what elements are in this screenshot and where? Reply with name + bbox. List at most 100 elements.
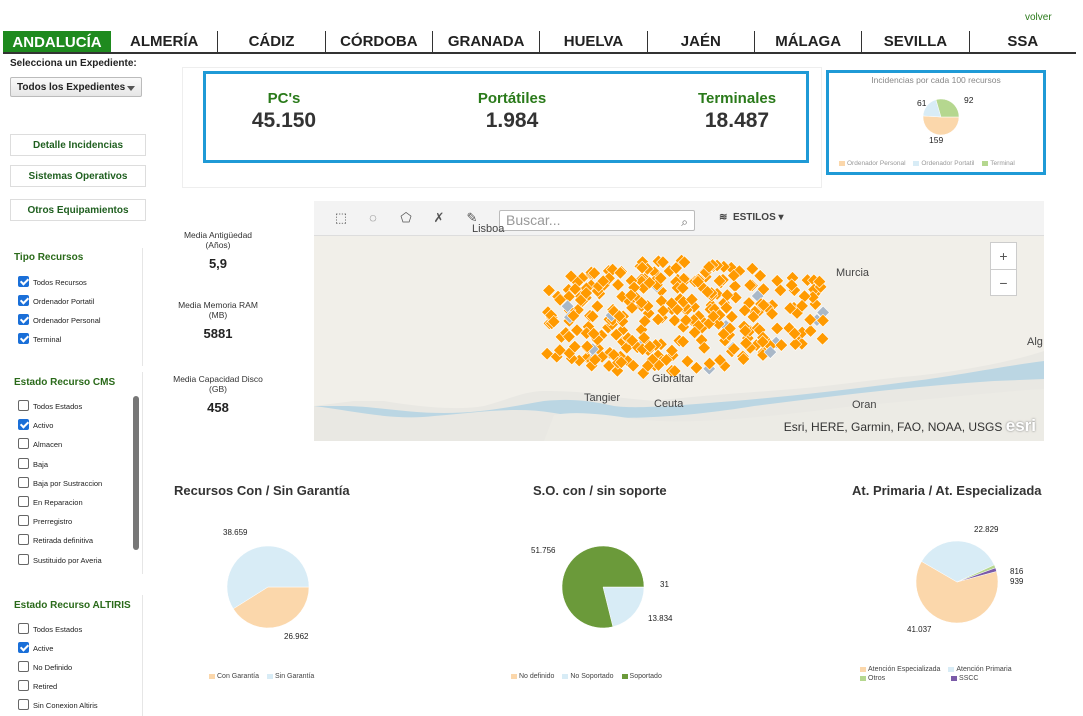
tab-cordoba[interactable]: CÓRDOBA bbox=[326, 31, 433, 52]
map-view[interactable]: ⬚ ◌ ⬠ ✗ ✎ Buscar... ⌕ ≋ ESTILOS ▾ + − Li… bbox=[314, 201, 1044, 441]
map-marker[interactable] bbox=[784, 278, 799, 293]
checkbox[interactable] bbox=[18, 314, 29, 325]
annotate-icon[interactable]: ✎ bbox=[466, 210, 478, 225]
map-marker[interactable] bbox=[641, 359, 655, 373]
checkbox-row[interactable]: Retired bbox=[18, 680, 57, 691]
map-marker[interactable] bbox=[697, 341, 711, 355]
map-marker[interactable] bbox=[542, 283, 556, 298]
map-marker[interactable] bbox=[613, 265, 628, 280]
map-marker[interactable] bbox=[680, 354, 695, 369]
map-marker[interactable] bbox=[720, 288, 735, 302]
map-marker[interactable] bbox=[725, 309, 739, 324]
map-marker[interactable] bbox=[770, 321, 784, 336]
checkbox[interactable] bbox=[18, 699, 29, 710]
map-marker[interactable] bbox=[738, 324, 753, 338]
tab-ssa[interactable]: SSA bbox=[1007, 33, 1039, 50]
tab-malaga[interactable]: MÁLAGA bbox=[755, 31, 863, 52]
checkbox[interactable] bbox=[18, 680, 29, 691]
checkbox[interactable] bbox=[18, 276, 29, 287]
map-marker[interactable] bbox=[625, 333, 639, 348]
map-marker[interactable] bbox=[716, 327, 731, 341]
map-marker[interactable] bbox=[706, 309, 721, 324]
map-marker[interactable] bbox=[783, 301, 797, 316]
map-marker[interactable] bbox=[596, 274, 610, 288]
tab-huelva[interactable]: HUELVA bbox=[540, 31, 648, 52]
checkbox-row[interactable]: Todos Estados bbox=[18, 623, 82, 634]
pie-slice[interactable] bbox=[226, 545, 310, 610]
map-marker[interactable] bbox=[745, 261, 760, 276]
map-marker[interactable] bbox=[805, 290, 820, 304]
checkbox-row[interactable]: Prerregistro bbox=[18, 515, 72, 527]
map-marker[interactable] bbox=[755, 335, 770, 349]
tab-jaen[interactable]: JAÉN bbox=[648, 31, 755, 52]
map-marker[interactable] bbox=[737, 303, 752, 318]
map-marker[interactable] bbox=[667, 313, 682, 328]
map-marker[interactable] bbox=[713, 353, 727, 367]
map-marker[interactable] bbox=[712, 274, 727, 288]
checkbox-row[interactable]: Todos Recursos bbox=[18, 276, 87, 287]
checkbox[interactable] bbox=[18, 419, 29, 431]
checkbox-row[interactable]: Baja por Sustraccion bbox=[18, 476, 102, 488]
map-marker[interactable] bbox=[654, 294, 669, 308]
checkbox[interactable] bbox=[18, 534, 29, 546]
zoom-in-button[interactable]: + bbox=[991, 243, 1016, 270]
pie-slice[interactable] bbox=[935, 98, 960, 118]
map-marker[interactable] bbox=[624, 288, 638, 303]
checkbox-row[interactable]: Baja bbox=[18, 457, 48, 469]
select-circle-icon[interactable]: ◌ bbox=[369, 210, 377, 225]
map-marker[interactable] bbox=[568, 282, 582, 296]
map-marker[interactable] bbox=[736, 352, 751, 366]
map-marker[interactable] bbox=[816, 305, 830, 320]
checkbox[interactable] bbox=[18, 333, 29, 344]
map-marker[interactable] bbox=[609, 327, 624, 342]
map-marker[interactable] bbox=[586, 326, 601, 341]
checkbox[interactable] bbox=[18, 476, 29, 488]
map-marker[interactable] bbox=[664, 296, 679, 311]
map-marker[interactable] bbox=[816, 313, 830, 328]
map-marker[interactable] bbox=[580, 339, 595, 354]
map-marker[interactable] bbox=[653, 271, 668, 285]
pie-slice[interactable] bbox=[561, 545, 645, 629]
checkbox[interactable] bbox=[18, 457, 29, 469]
pie-slice[interactable] bbox=[922, 115, 960, 136]
checkbox-row[interactable]: Activo bbox=[18, 419, 53, 431]
map-marker[interactable] bbox=[702, 356, 717, 371]
map-marker[interactable] bbox=[773, 283, 788, 298]
map-marker[interactable] bbox=[787, 326, 802, 341]
tab-cadiz[interactable]: CÁDIZ bbox=[218, 31, 326, 52]
map-marker[interactable] bbox=[588, 352, 602, 367]
checkbox-row[interactable]: Ordenador Personal bbox=[18, 314, 101, 325]
map-marker[interactable] bbox=[756, 298, 771, 312]
tab-granada[interactable]: GRANADA bbox=[433, 31, 541, 52]
map-marker[interactable] bbox=[689, 361, 704, 375]
checkbox[interactable] bbox=[18, 623, 29, 634]
map-marker[interactable] bbox=[727, 342, 741, 356]
checkbox-row[interactable]: Retirada definitiva bbox=[18, 534, 93, 546]
estilos-button[interactable]: ≋ ESTILOS ▾ bbox=[719, 212, 784, 223]
map-marker[interactable] bbox=[651, 312, 665, 327]
expediente-select[interactable]: Todos los Expedientes bbox=[10, 77, 142, 97]
pie-slice[interactable] bbox=[921, 540, 995, 583]
map-marker[interactable] bbox=[675, 281, 690, 295]
map-marker[interactable] bbox=[795, 299, 809, 313]
map-marker[interactable] bbox=[746, 310, 761, 324]
map-marker[interactable] bbox=[803, 324, 818, 338]
map-marker[interactable] bbox=[625, 301, 639, 315]
map-marker[interactable] bbox=[659, 353, 674, 367]
checkbox[interactable] bbox=[18, 438, 29, 450]
checkbox-row[interactable]: Terminal bbox=[18, 333, 61, 344]
map-marker[interactable] bbox=[756, 282, 771, 296]
checkbox[interactable] bbox=[18, 642, 29, 653]
checkbox[interactable] bbox=[18, 515, 29, 527]
map-marker[interactable] bbox=[687, 325, 702, 340]
map-marker[interactable] bbox=[700, 285, 715, 299]
map-marker[interactable] bbox=[562, 329, 576, 344]
checkbox[interactable] bbox=[18, 295, 29, 306]
map-marker[interactable] bbox=[560, 299, 575, 313]
map-marker[interactable] bbox=[642, 275, 657, 290]
map-marker[interactable] bbox=[614, 355, 629, 370]
checkbox-row[interactable]: Ordenador Portatil bbox=[18, 295, 94, 306]
map-marker[interactable] bbox=[763, 345, 778, 359]
checkbox[interactable] bbox=[18, 661, 29, 672]
map-marker[interactable] bbox=[579, 286, 593, 300]
